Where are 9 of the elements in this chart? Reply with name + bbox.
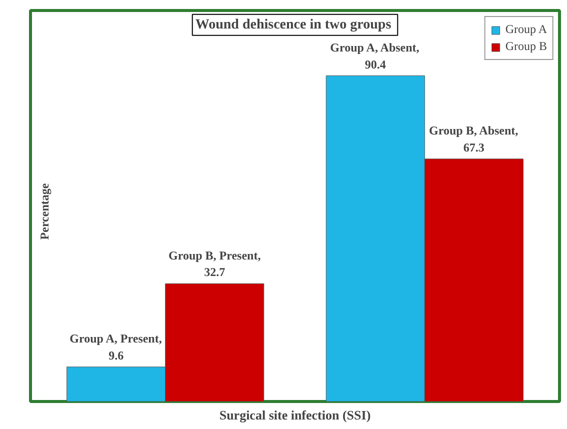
- legend-label: Group B: [505, 39, 547, 54]
- data-label: Group A, Present, 9.6: [70, 332, 162, 363]
- y-axis-title: Percentage: [38, 182, 52, 240]
- data-label: Group A, Absent, 90.4: [330, 40, 420, 72]
- data-label: Group B, Present, 32.7: [168, 248, 261, 280]
- chart-title: Wound dehiscence in two groups: [195, 17, 392, 32]
- data-label: Group B, Absent, 67.3: [429, 124, 518, 155]
- x-axis-title: Surgical site infection (SSI): [219, 408, 371, 422]
- legend-label: Group A: [505, 22, 547, 37]
